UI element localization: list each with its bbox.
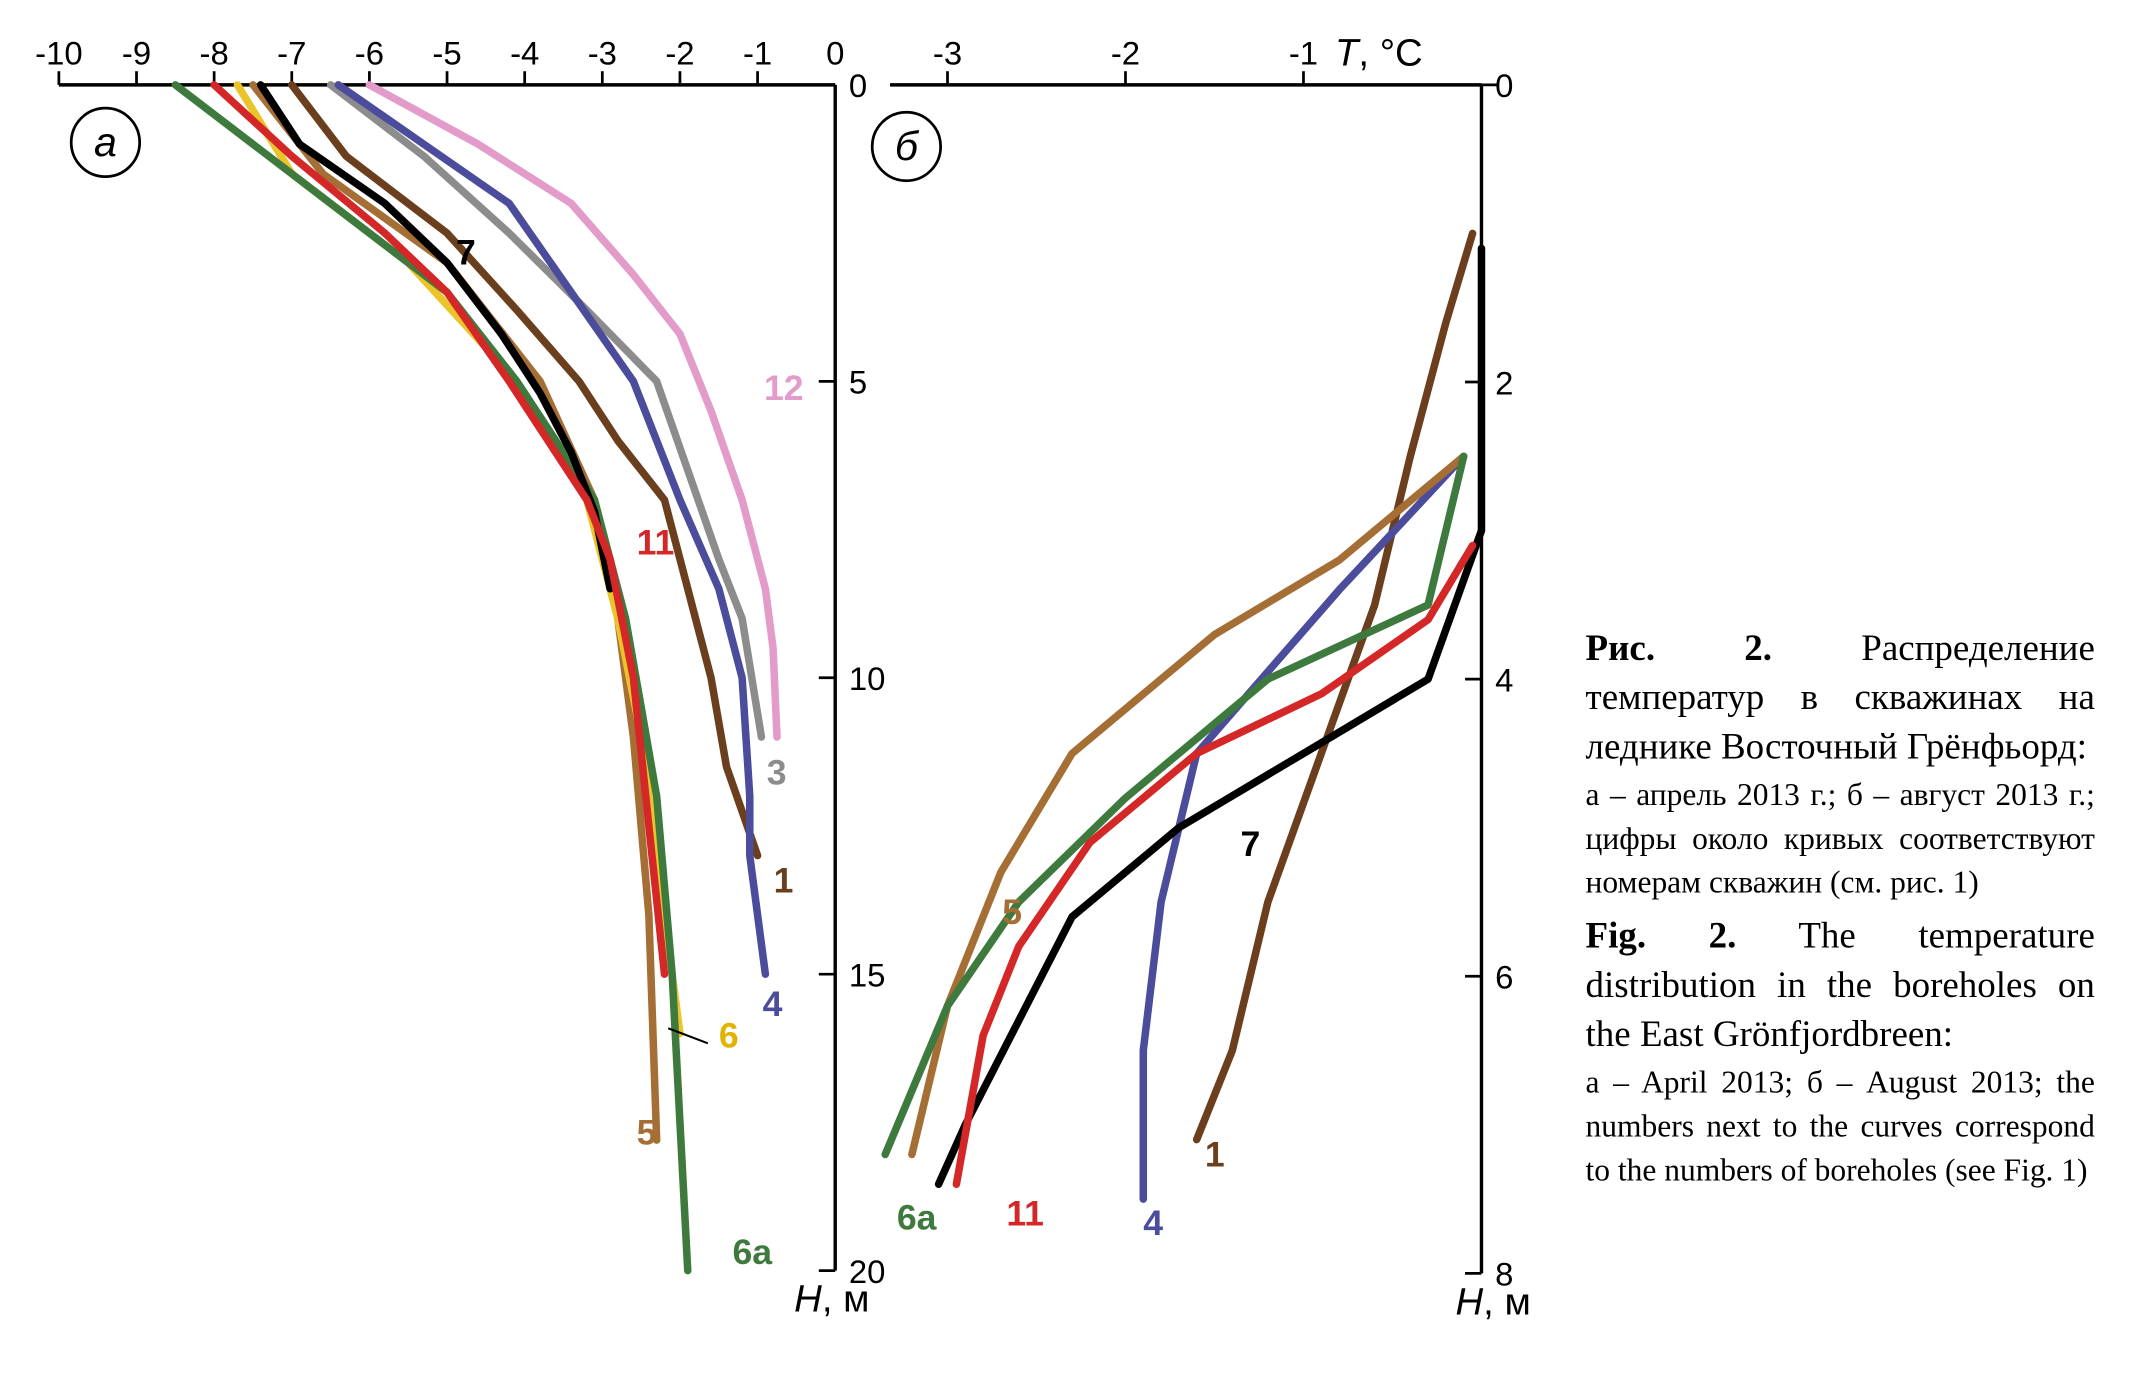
y-tick-label: 4 — [1495, 661, 1513, 698]
caption-en-sub: a – April 2013; б – August 2013; the num… — [1585, 1065, 2095, 1188]
series-line-11 — [952, 541, 1477, 1188]
x-tick-label: -9 — [122, 34, 151, 71]
y-axis-label: H, м — [1455, 1280, 1530, 1323]
caption-en-title: Fig. 2. — [1585, 914, 1737, 956]
caption-en: Fig. 2. The temperature distribution in … — [1586, 911, 2095, 1059]
x-tick-label: -3 — [933, 34, 962, 71]
series-line-4 — [1139, 452, 1468, 1203]
x-tick-label: -2 — [665, 34, 694, 71]
series-line-4 — [334, 81, 770, 978]
y-tick-label: 8 — [1495, 1256, 1513, 1293]
series-line-7 — [934, 244, 1486, 1188]
series-label-pointer-6 — [667, 1027, 709, 1045]
series-label-4: 4 — [1143, 1203, 1163, 1243]
x-tick-label: -8 — [200, 34, 229, 71]
panel-label: а — [94, 119, 117, 165]
x-tick-label: -4 — [510, 34, 539, 71]
series-line-6а — [881, 452, 1468, 1159]
series-line-6а — [171, 81, 692, 1275]
series-label-11: 11 — [1006, 1193, 1044, 1233]
panel-b: -3 -2 -1 0 2 4 6 8 T, °C H, м б 1 4 5 6а 7 11 — [870, 32, 1531, 1323]
x-tick-label: -2 — [1111, 34, 1140, 71]
x-tick-label: -3 — [588, 34, 617, 71]
x-tick-label: 0 — [826, 34, 844, 71]
series-label-3: 3 — [767, 753, 787, 793]
series-line-3 — [326, 81, 766, 741]
series-label-5: 5 — [1002, 892, 1022, 932]
series-label-7: 7 — [456, 232, 476, 272]
panel-label-circle — [69, 106, 142, 178]
series-label-5: 5 — [637, 1113, 657, 1153]
x-tick-label: -1 — [743, 34, 772, 71]
y-tick-label: 6 — [1495, 959, 1513, 996]
series-label-6: 6 — [719, 1015, 739, 1055]
y-tick-label: 5 — [849, 364, 867, 401]
series-label-11: 11 — [637, 523, 675, 563]
series-label-6а: 6а — [897, 1198, 938, 1238]
series-label-1: 1 — [1205, 1135, 1225, 1175]
x-tick-label: -6 — [355, 34, 384, 71]
y-tick-label: 15 — [849, 957, 886, 994]
y-axis-label: H, м — [794, 1278, 869, 1321]
y-tick-label: 20 — [849, 1253, 886, 1290]
series-line-12 — [365, 81, 781, 741]
y-tick-label: 0 — [849, 67, 867, 104]
caption-ru-sub: а – апрель 2013 г.; б – август 2013 г.; … — [1585, 777, 2095, 900]
y-tick-label: 10 — [849, 660, 886, 697]
series-label-12: 12 — [764, 368, 804, 408]
series-label-6а: 6а — [733, 1232, 774, 1272]
x-tick-label: -7 — [277, 34, 306, 71]
caption-ru: Рис. 2. Распределение температур в скваж… — [1586, 623, 2095, 771]
caption-ru-title: Рис. 2. — [1585, 627, 1773, 669]
x-tick-label: -5 — [432, 34, 461, 71]
y-tick-label: 2 — [1495, 364, 1513, 401]
caption-ru-text: Распределение температур в скважинах на … — [1585, 627, 2095, 767]
figure-caption: Рис. 2. Распределение температур в скваж… — [1586, 623, 2095, 1193]
x-axis-label: T, °C — [1335, 32, 1423, 75]
caption-en-text: The temperature distribution in the bore… — [1585, 914, 2095, 1055]
series-line-1 — [288, 81, 762, 860]
series-label-4: 4 — [763, 984, 783, 1024]
x-tick-label: -1 — [1289, 34, 1318, 71]
series-label-1: 1 — [774, 861, 794, 901]
series-line-11 — [210, 81, 669, 978]
x-tick-label: -10 — [35, 34, 83, 71]
series-line-7 — [256, 81, 614, 593]
series-label-7: 7 — [1240, 824, 1260, 864]
panel-label-circle — [870, 110, 943, 183]
y-tick-label: 0 — [1495, 67, 1513, 104]
panel-label: б — [895, 123, 920, 169]
